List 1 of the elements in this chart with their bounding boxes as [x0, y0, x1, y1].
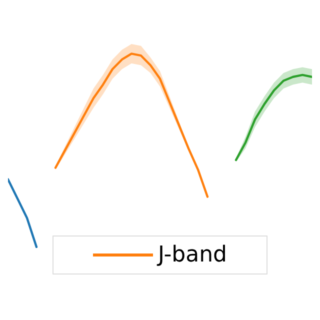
legend-label: J-band [156, 242, 227, 268]
